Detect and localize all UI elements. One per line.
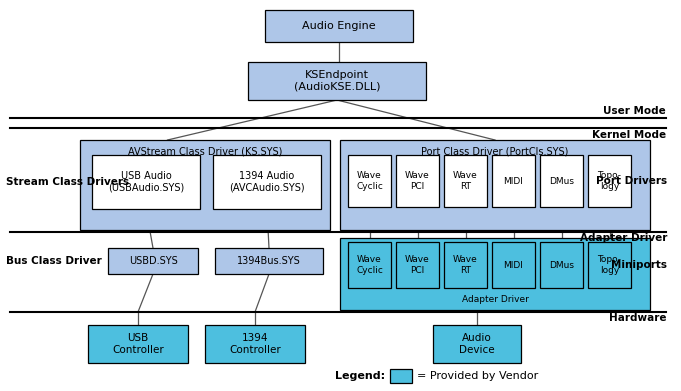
Text: DMus: DMus — [549, 260, 574, 269]
FancyBboxPatch shape — [348, 155, 391, 207]
Text: Wave
Cyclic: Wave Cyclic — [356, 171, 383, 191]
Text: MIDI: MIDI — [503, 176, 524, 185]
FancyBboxPatch shape — [444, 242, 487, 288]
Text: Adapter Driver: Adapter Driver — [462, 295, 528, 304]
FancyBboxPatch shape — [492, 155, 535, 207]
FancyBboxPatch shape — [433, 325, 521, 363]
Text: Audio
Device: Audio Device — [459, 333, 495, 355]
FancyBboxPatch shape — [340, 140, 650, 230]
Text: 1394Bus.SYS: 1394Bus.SYS — [237, 256, 301, 266]
Text: USB
Controller: USB Controller — [112, 333, 164, 355]
Text: Wave
RT: Wave RT — [453, 171, 478, 191]
FancyBboxPatch shape — [390, 369, 412, 383]
FancyBboxPatch shape — [88, 325, 188, 363]
Text: MIDI: MIDI — [503, 260, 524, 269]
Text: Adapter Driver: Adapter Driver — [580, 233, 667, 243]
FancyBboxPatch shape — [396, 155, 439, 207]
Text: Bus Class Driver: Bus Class Driver — [6, 256, 101, 266]
FancyBboxPatch shape — [588, 242, 631, 288]
FancyBboxPatch shape — [92, 155, 200, 209]
Text: 1394
Controller: 1394 Controller — [229, 333, 281, 355]
Text: DMus: DMus — [549, 176, 574, 185]
FancyBboxPatch shape — [215, 248, 323, 274]
Text: Audio Engine: Audio Engine — [302, 21, 376, 31]
FancyBboxPatch shape — [80, 140, 330, 230]
FancyBboxPatch shape — [540, 242, 583, 288]
Text: = Provided by Vendor: = Provided by Vendor — [417, 371, 538, 381]
Text: 1394 Audio
(AVCAudio.SYS): 1394 Audio (AVCAudio.SYS) — [229, 171, 305, 193]
Text: Legend:: Legend: — [335, 371, 385, 381]
Text: USBD.SYS: USBD.SYS — [129, 256, 177, 266]
FancyBboxPatch shape — [444, 155, 487, 207]
FancyBboxPatch shape — [248, 62, 426, 100]
Text: Wave
PCI: Wave PCI — [405, 255, 430, 275]
Text: Stream Class Drivers: Stream Class Drivers — [6, 177, 129, 187]
FancyBboxPatch shape — [588, 155, 631, 207]
Text: Topo-
logy: Topo- logy — [597, 171, 622, 191]
Text: User Mode: User Mode — [603, 106, 666, 116]
Text: Hardware: Hardware — [609, 313, 667, 323]
Text: Wave
Cyclic: Wave Cyclic — [356, 255, 383, 275]
Text: Wave
RT: Wave RT — [453, 255, 478, 275]
FancyBboxPatch shape — [540, 155, 583, 207]
FancyBboxPatch shape — [213, 155, 321, 209]
FancyBboxPatch shape — [265, 10, 413, 42]
FancyBboxPatch shape — [492, 242, 535, 288]
FancyBboxPatch shape — [205, 325, 305, 363]
FancyBboxPatch shape — [348, 242, 391, 288]
FancyBboxPatch shape — [108, 248, 198, 274]
FancyBboxPatch shape — [396, 242, 439, 288]
Text: AVStream Class Driver (KS.SYS): AVStream Class Driver (KS.SYS) — [128, 147, 282, 157]
Text: Miniports: Miniports — [611, 260, 667, 270]
Text: Port Drivers: Port Drivers — [596, 176, 667, 186]
FancyBboxPatch shape — [340, 238, 650, 310]
Text: USB Audio
(USBAudio.SYS): USB Audio (USBAudio.SYS) — [108, 171, 184, 193]
Text: Topo-
logy: Topo- logy — [597, 255, 622, 275]
Text: Port Class Driver (PortCls.SYS): Port Class Driver (PortCls.SYS) — [422, 147, 569, 157]
Text: KSEndpoint
(AudioKSE.DLL): KSEndpoint (AudioKSE.DLL) — [294, 70, 380, 92]
Text: Kernel Mode: Kernel Mode — [592, 130, 666, 140]
Text: Wave
PCI: Wave PCI — [405, 171, 430, 191]
